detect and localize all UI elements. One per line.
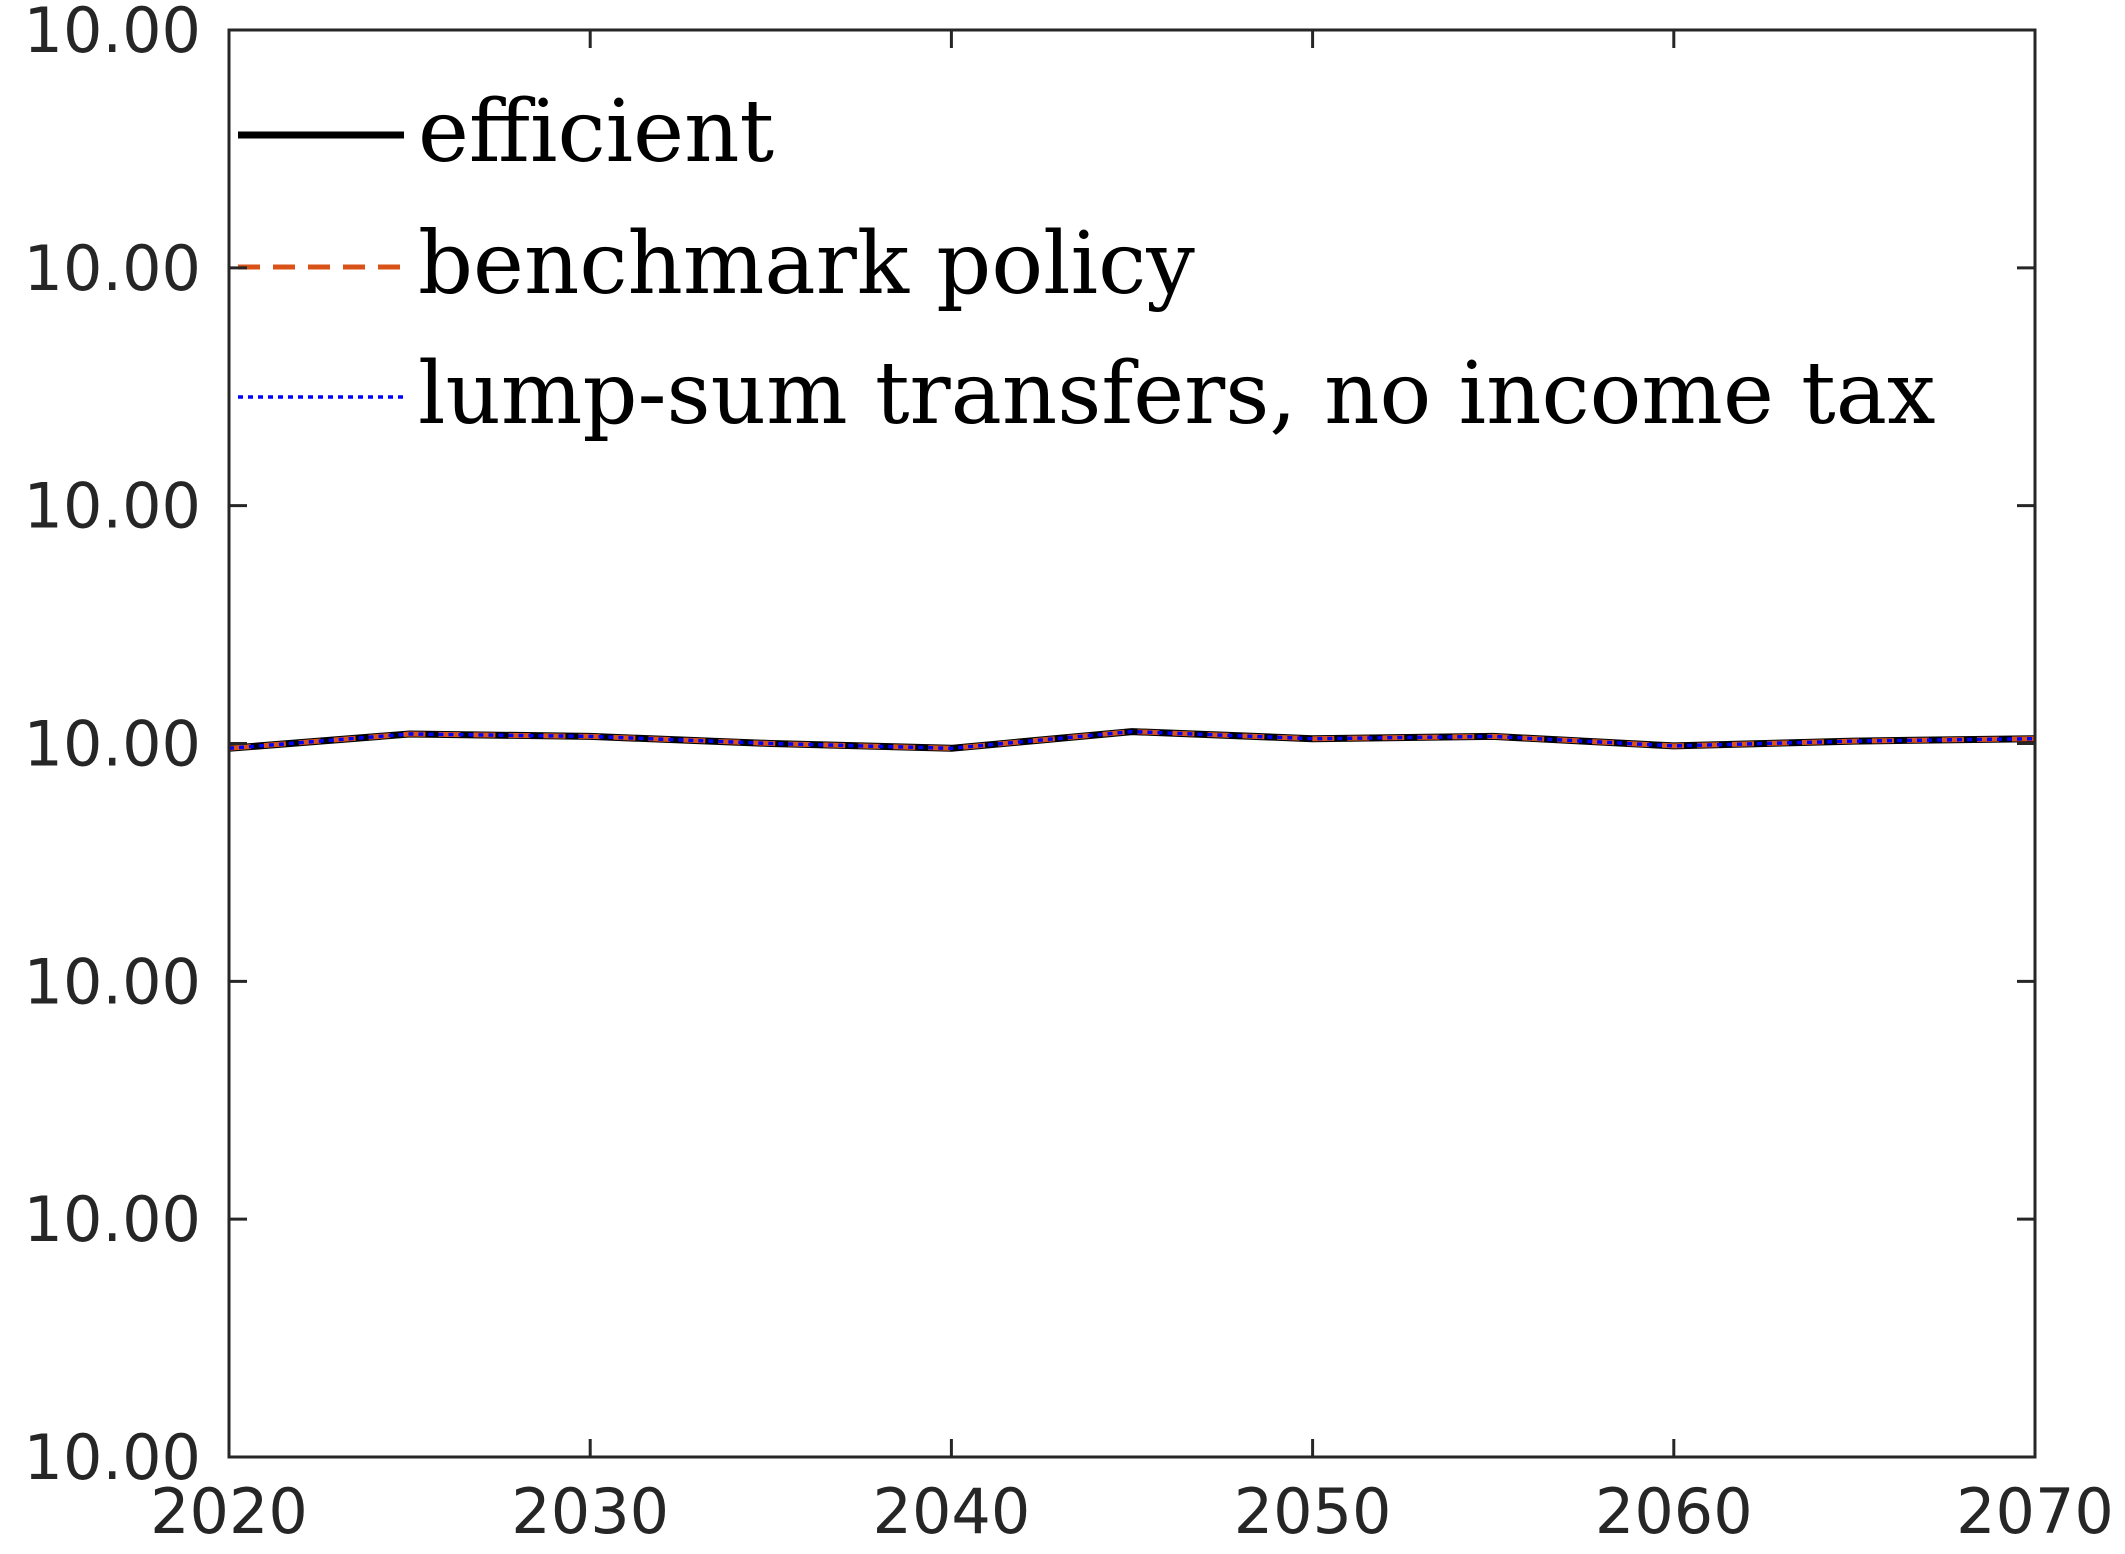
x-tick-label: 2030: [511, 1475, 669, 1548]
x-tick-label: 2020: [150, 1475, 308, 1548]
y-tick-label: 10.00: [24, 0, 202, 67]
series-line-3: [228, 729, 2036, 751]
x-tick-label: 2060: [1595, 1475, 1753, 1548]
x-axis-tick-labels: 2020 2030 2040 2050 2060 2070: [150, 1475, 2114, 1548]
x-tick-label: 2040: [873, 1475, 1031, 1548]
legend-label-1: efficient: [418, 82, 774, 182]
plot-lines: [228, 728, 2036, 752]
legend-label-2: benchmark policy: [418, 214, 1195, 314]
y-tick-label: 10.00: [24, 1183, 202, 1256]
x-tick-label: 2070: [1956, 1475, 2114, 1548]
legend: efficient benchmark policy lump-sum transf…: [238, 82, 1936, 444]
y-tick-label: 10.00: [24, 708, 202, 781]
axis-ticks: [227, 28, 2037, 1459]
legend-label-3: lump-sum transfers, no income tax: [418, 344, 1936, 444]
y-axis-tick-labels: 10.00 10.00 10.00 10.00 10.00 10.00 10.00: [24, 0, 202, 1494]
y-tick-label: 10.00: [24, 945, 202, 1018]
y-tick-label: 10.00: [24, 232, 202, 305]
y-tick-label: 10.00: [24, 1421, 202, 1494]
x-tick-label: 2050: [1234, 1475, 1392, 1548]
y-tick-label: 10.00: [24, 470, 202, 543]
